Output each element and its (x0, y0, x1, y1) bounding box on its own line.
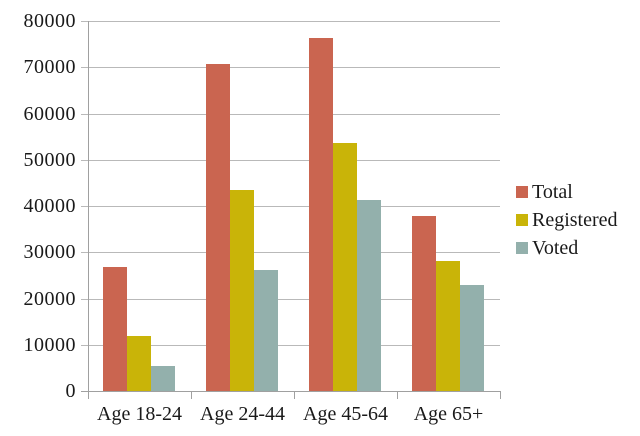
x-axis-line (81, 391, 500, 392)
x-category-label-age-24-44: Age 24-44 (200, 403, 285, 425)
gridline-80000 (81, 21, 500, 22)
gridline-50000 (81, 159, 500, 161)
bar-registered-age-18-24 (127, 335, 151, 391)
gridline-30000 (81, 252, 500, 254)
gridline-40000 (81, 206, 500, 207)
gridline-20000 (81, 298, 500, 300)
bar-voted-age-65+ (460, 285, 484, 391)
y-axis-line (88, 21, 89, 399)
x-tick-3 (397, 391, 398, 399)
x-tick-1 (191, 391, 192, 399)
gridline-70000 (81, 67, 500, 69)
bar-voted-age-18-24 (151, 366, 175, 391)
legend-label-total: Total (532, 180, 573, 203)
y-tick-label-70000: 70000 (23, 56, 76, 79)
legend-swatch-total (516, 186, 528, 198)
y-tick-label-0: 0 (65, 380, 76, 402)
y-tick-label-10000: 10000 (23, 333, 76, 356)
legend-item-voted: Voted (516, 234, 618, 262)
bar-registered-age-24-44 (230, 190, 254, 391)
bar-registered-age-45-64 (333, 143, 357, 391)
gridline-60000 (81, 113, 500, 115)
x-category-label-age-65+: Age 65+ (413, 403, 484, 425)
x-category-label-age-45-64: Age 45-64 (303, 403, 388, 425)
legend-item-registered: Registered (516, 206, 618, 234)
x-tick-4 (500, 391, 501, 399)
bar-total-age-18-24 (103, 267, 127, 391)
x-tick-0 (88, 391, 89, 399)
x-tick-2 (294, 391, 295, 399)
legend: Total Registered Voted (516, 178, 618, 262)
legend-label-voted: Voted (532, 236, 579, 259)
legend-item-total: Total (516, 178, 618, 206)
legend-swatch-voted (516, 242, 528, 254)
bar-registered-age-65+ (436, 261, 460, 391)
bar-total-age-45-64 (309, 38, 333, 391)
bar-voted-age-24-44 (254, 269, 278, 391)
bar-voted-age-45-64 (357, 200, 381, 391)
legend-swatch-registered (516, 214, 528, 226)
gridline-10000 (81, 344, 500, 346)
y-tick-label-50000: 50000 (23, 148, 76, 171)
y-tick-label-40000: 40000 (23, 195, 76, 217)
y-tick-label-30000: 30000 (23, 241, 76, 264)
y-tick-label-20000: 20000 (23, 287, 76, 310)
bar-total-age-65+ (412, 216, 436, 391)
x-category-label-age-18-24: Age 18-24 (97, 403, 182, 425)
y-tick-label-60000: 60000 (23, 102, 76, 125)
bar-total-age-24-44 (206, 63, 230, 391)
y-tick-label-80000: 80000 (23, 10, 76, 32)
legend-label-registered: Registered (532, 208, 618, 231)
